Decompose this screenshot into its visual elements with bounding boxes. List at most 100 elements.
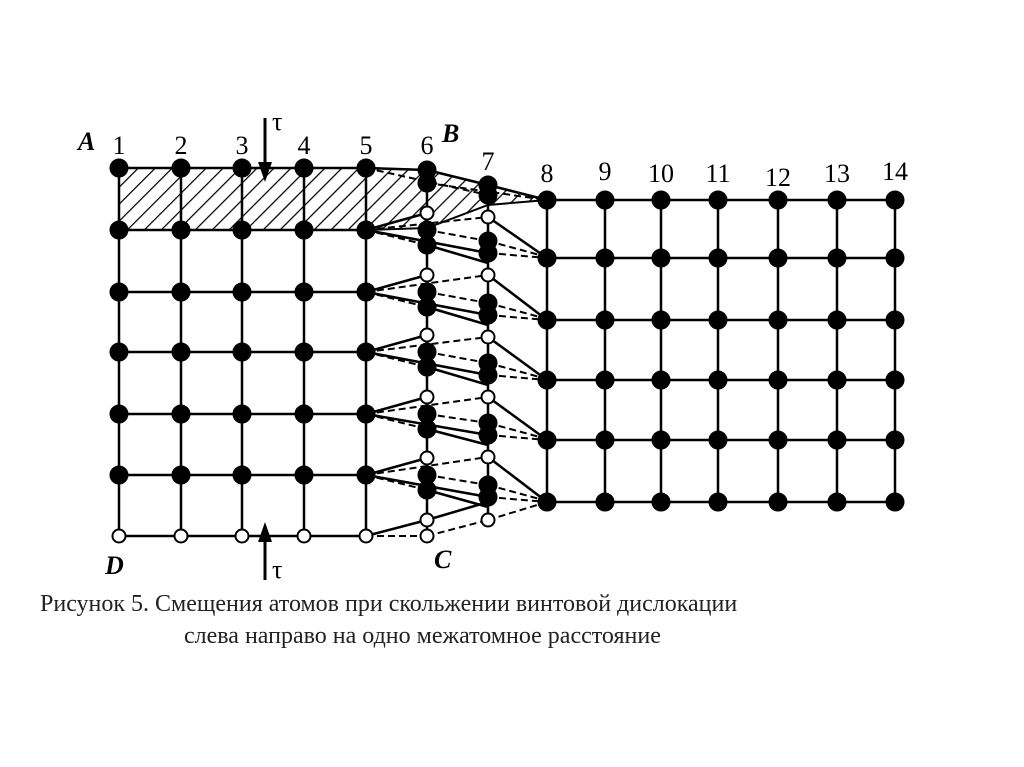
label-c: C <box>434 545 452 574</box>
bond <box>426 500 489 522</box>
bond <box>487 183 548 202</box>
open-atom <box>296 528 312 544</box>
atom <box>768 492 788 512</box>
atom <box>417 419 437 439</box>
atom <box>109 342 129 362</box>
open-atom <box>480 389 496 405</box>
atom <box>417 173 437 193</box>
column-number-9: 9 <box>599 157 612 186</box>
atom <box>356 158 376 178</box>
column-number-3: 3 <box>236 131 249 160</box>
atom <box>595 370 615 390</box>
atom <box>537 492 557 512</box>
bond <box>426 168 489 187</box>
atom <box>232 404 252 424</box>
atom <box>109 404 129 424</box>
atom <box>537 370 557 390</box>
atom <box>356 465 376 485</box>
bond <box>365 166 428 172</box>
atom <box>478 365 498 385</box>
dashed-bond <box>487 434 548 441</box>
atom <box>827 310 847 330</box>
atom <box>708 430 728 450</box>
atom <box>356 342 376 362</box>
bond <box>487 456 548 503</box>
atom <box>768 310 788 330</box>
open-atom <box>111 528 127 544</box>
dashed-bond <box>487 362 548 380</box>
atom <box>232 282 252 302</box>
open-atom <box>480 209 496 225</box>
atom <box>356 282 376 302</box>
open-atom <box>419 450 435 466</box>
atom <box>294 465 314 485</box>
column-number-8: 8 <box>541 159 554 188</box>
column-number-7: 7 <box>482 147 495 176</box>
open-atom <box>419 267 435 283</box>
atom <box>356 404 376 424</box>
bond <box>487 335 548 382</box>
bond <box>365 333 428 354</box>
atom <box>595 248 615 268</box>
atom <box>885 248 905 268</box>
bond <box>426 305 489 327</box>
dashed-bond <box>426 519 489 537</box>
atom <box>417 297 437 317</box>
label-a: A <box>76 127 95 156</box>
tau-arrow-bottom <box>258 522 272 580</box>
atom <box>651 310 671 330</box>
atom <box>294 220 314 240</box>
dashed-bond <box>487 240 548 258</box>
atom <box>595 430 615 450</box>
atom <box>232 220 252 240</box>
caption-line-1: Смещения атомов при скольжении винтовой … <box>155 591 738 617</box>
column-number-2: 2 <box>175 131 188 160</box>
atom <box>171 342 191 362</box>
atom <box>478 305 498 325</box>
atom <box>109 220 129 240</box>
caption-prefix: Рисунок 5. <box>40 591 150 617</box>
open-atom <box>419 528 435 544</box>
atom <box>417 235 437 255</box>
atom <box>768 190 788 210</box>
atom <box>294 404 314 424</box>
bond <box>365 395 428 416</box>
column-number-6: 6 <box>421 131 434 160</box>
dashed-bond <box>487 374 548 381</box>
column-number-4: 4 <box>298 131 311 160</box>
atom <box>885 190 905 210</box>
atom <box>478 243 498 263</box>
atom <box>651 492 671 512</box>
atom <box>827 430 847 450</box>
atom <box>708 310 728 330</box>
open-atom <box>358 528 374 544</box>
atom <box>109 282 129 302</box>
atom <box>885 492 905 512</box>
tau-arrow-top <box>258 118 272 182</box>
atom <box>537 190 557 210</box>
atom <box>885 310 905 330</box>
atom <box>768 370 788 390</box>
bond <box>365 273 428 294</box>
atom <box>356 220 376 240</box>
atom <box>651 248 671 268</box>
atom <box>478 487 498 507</box>
atom <box>171 404 191 424</box>
atom <box>708 370 728 390</box>
bond <box>426 427 489 447</box>
atom <box>708 492 728 512</box>
atom <box>232 465 252 485</box>
atom <box>595 190 615 210</box>
bond <box>487 395 548 442</box>
open-atom <box>480 329 496 345</box>
dashed-bond <box>365 167 489 196</box>
atom <box>537 430 557 450</box>
open-atom <box>480 512 496 528</box>
bond <box>487 274 548 321</box>
atom <box>885 430 905 450</box>
tau-label-bottom: τ <box>272 555 282 584</box>
dashed-bond <box>487 314 548 321</box>
bond <box>365 211 428 232</box>
open-atom <box>173 528 189 544</box>
